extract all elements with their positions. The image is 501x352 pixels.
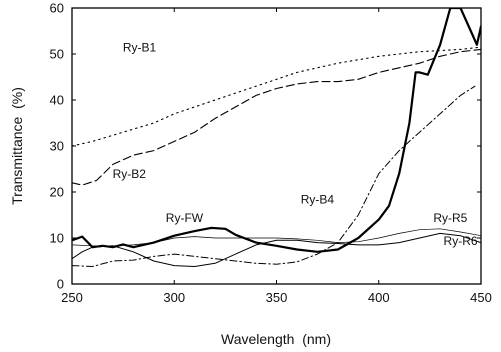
series-line-ry-b2 [72,48,481,186]
x-tick-label: 450 [470,290,492,305]
y-tick-label: 20 [50,185,64,200]
series-layer [72,8,481,267]
series-line-ry-fw [72,8,481,253]
series-label-ry-b1: Ry-B1 [123,41,157,55]
x-tick-label: 400 [368,290,390,305]
series-line-ry-b1 [72,46,481,147]
y-tick-label: 60 [50,1,64,16]
series-label-ry-fw: Ry-FW [166,211,204,225]
y-tick-label: 10 [50,231,64,246]
y-tick-label: 0 [57,277,64,292]
series-label-ry-r6: Ry-R6 [444,234,478,248]
axes-layer: 250 300 350 400 450 0 10 20 30 40 50 60 [50,1,492,306]
series-line-ry-r5 [72,232,481,267]
y-tick-label: 40 [50,93,64,108]
x-tick-label: 350 [266,290,288,305]
series-label-ry-b2: Ry-B2 [113,167,147,181]
series-line-ry-b4 [72,85,476,267]
x-axis-title: Wavelength (nm) [221,331,331,347]
y-tick-label: 50 [50,47,64,62]
x-tick-label: 300 [163,290,185,305]
annotation-layer: Ry-B1 Ry-B2 Ry-B4 Ry-FW Ry-R5 Ry-R6 [113,41,478,248]
series-label-ry-b4: Ry-B4 [301,193,335,207]
y-tick-label: 30 [50,139,64,154]
series-label-ry-r5: Ry-R5 [433,211,467,225]
x-tick-label: 250 [61,290,83,305]
series-line-ry-r6 [72,228,481,247]
y-axis-title: Transmittance (%) [9,87,25,205]
